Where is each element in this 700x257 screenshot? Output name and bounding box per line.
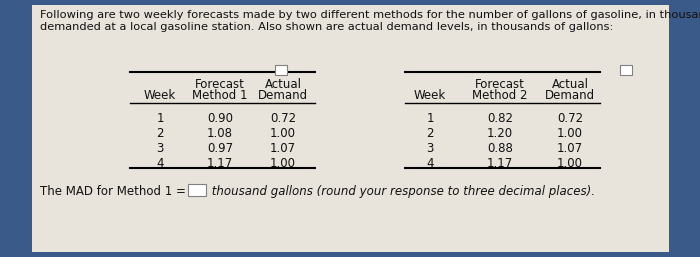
Text: Method 1: Method 1 [193,89,248,102]
Text: 0.88: 0.88 [487,142,513,155]
Text: Forecast: Forecast [475,78,525,91]
Text: 1.07: 1.07 [557,142,583,155]
Text: Method 2: Method 2 [473,89,528,102]
Text: 1.08: 1.08 [207,127,233,140]
Text: 0.82: 0.82 [487,112,513,125]
Text: 0.90: 0.90 [207,112,233,125]
Text: 1.20: 1.20 [487,127,513,140]
Text: 0.72: 0.72 [557,112,583,125]
Text: 1.00: 1.00 [270,127,296,140]
Text: 4: 4 [426,157,434,170]
Text: 1.00: 1.00 [557,127,583,140]
Text: Week: Week [414,89,446,102]
Text: thousand gallons (round your response to three decimal places).: thousand gallons (round your response to… [208,185,595,198]
Text: 0.72: 0.72 [270,112,296,125]
Text: 1.00: 1.00 [557,157,583,170]
Text: Demand: Demand [258,89,308,102]
Bar [188,184,206,196]
Text: Actual: Actual [552,78,589,91]
Text: 0.97: 0.97 [207,142,233,155]
Text: 2: 2 [426,127,434,140]
Text: 2: 2 [156,127,164,140]
Text: Demand: Demand [545,89,595,102]
Text: 1: 1 [426,112,434,125]
Text: 1.17: 1.17 [487,157,513,170]
Text: 1.00: 1.00 [270,157,296,170]
Bar [275,65,287,75]
Text: 1.07: 1.07 [270,142,296,155]
Text: Actual: Actual [265,78,302,91]
Text: The MAD for Method 1 =: The MAD for Method 1 = [40,185,190,198]
Text: 3: 3 [426,142,434,155]
Bar [620,65,632,75]
Text: 3: 3 [156,142,164,155]
Text: 1: 1 [156,112,164,125]
Text: Week: Week [144,89,176,102]
Text: Following are two weekly forecasts made by two different methods for the number : Following are two weekly forecasts made … [40,10,700,32]
Text: 4: 4 [156,157,164,170]
Text: Forecast: Forecast [195,78,245,91]
Text: 1.17: 1.17 [207,157,233,170]
